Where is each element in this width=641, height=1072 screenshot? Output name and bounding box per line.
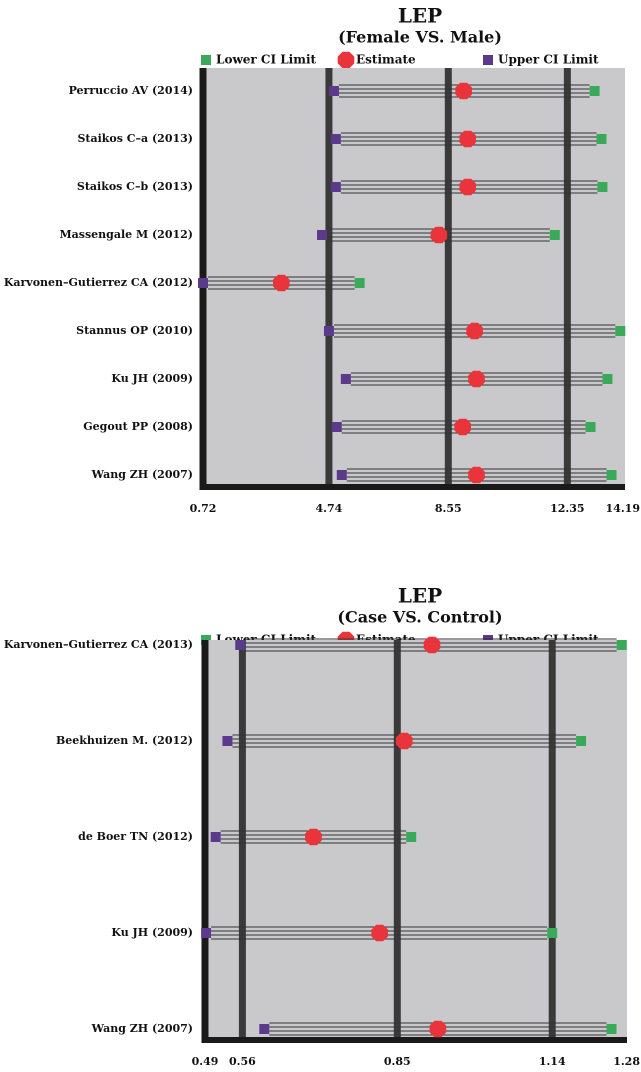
legend-marker [337,51,355,69]
category-label: Karvonen–Gutierrez CA (2013) [4,638,193,651]
estimate-marker [430,226,448,244]
legend-label: Lower CI Limit [216,53,317,67]
ci-marker [222,736,233,746]
chart-title: LEP [398,584,442,608]
ci-marker [602,374,613,384]
chart-title: LEP [398,4,442,28]
chart-subtitle: (Female VS. Male) [338,28,502,47]
ci-marker [606,470,617,480]
ci-marker [336,470,347,480]
category-label: Staikos C–a (2013) [77,132,193,145]
ci-marker [323,326,334,336]
chart-subtitle: (Case VS. Control) [337,608,502,627]
ci-marker [585,422,596,432]
ci-marker [606,1024,617,1034]
estimate-marker [455,82,472,100]
legend-label: Estimate [356,53,416,67]
ci-marker [201,928,212,938]
ci-marker [330,182,341,192]
x-tick-label: 12.35 [550,502,584,515]
category-label: Beekhuizen M. (2012) [56,734,193,747]
ci-marker [210,832,221,842]
estimate-marker [371,924,388,942]
ci-marker [596,134,607,144]
category-label: Ku JH (2009) [111,926,193,939]
ci-marker [328,86,339,96]
estimate-marker [429,1020,447,1038]
category-label: Massengale M (2012) [59,228,193,241]
legend-marker [201,55,211,65]
x-tick-label: 1.14 [539,1055,566,1068]
ci-marker [259,1024,270,1034]
estimate-marker [468,370,485,388]
category-label: Wang ZH (2007) [91,1022,193,1035]
ci-marker [589,86,600,96]
ci-marker [616,640,627,650]
ci-marker [235,640,246,650]
category-label: Gegout PP (2008) [83,420,193,433]
x-tick-label: 0.72 [190,502,217,515]
ci-marker [317,230,328,240]
x-tick-label: 0.49 [192,1055,219,1068]
x-tick-label: 14.19 [606,502,640,515]
estimate-marker [395,732,413,750]
category-label: Staikos C–b (2013) [77,180,193,193]
estimate-marker [459,130,476,148]
estimate-marker [468,466,485,484]
ci-marker [597,182,608,192]
category-label: Perruccio AV (2014) [69,84,193,97]
x-tick-label: 1.28 [613,1055,640,1068]
legend-label: Upper CI Limit [498,53,599,67]
ci-marker [354,278,365,288]
estimate-marker [423,636,441,654]
ci-marker [615,326,626,336]
ci-marker [198,278,208,288]
category-label: Stannus OP (2010) [76,324,193,337]
category-label: Wang ZH (2007) [91,468,193,481]
ci-marker [331,422,342,432]
estimate-marker [273,274,290,292]
ci-marker [340,374,351,384]
category-label: Karvonen–Gutierrez CA (2012) [4,276,193,289]
ci-marker [549,230,560,240]
ci-marker [576,736,587,746]
legend-marker [483,55,493,65]
x-tick-label: 0.85 [384,1055,411,1068]
x-tick-label: 8.55 [435,502,462,515]
x-tick-label: 4.74 [316,502,343,515]
estimate-marker [459,178,476,196]
estimate-marker [454,418,471,436]
category-label: Ku JH (2009) [111,372,193,385]
ci-marker [330,134,341,144]
category-label: de Boer TN (2012) [78,830,193,843]
estimate-marker [305,828,322,846]
ci-marker [547,928,558,938]
x-tick-label: 0.56 [229,1055,256,1068]
ci-marker [406,832,417,842]
estimate-marker [466,322,483,340]
